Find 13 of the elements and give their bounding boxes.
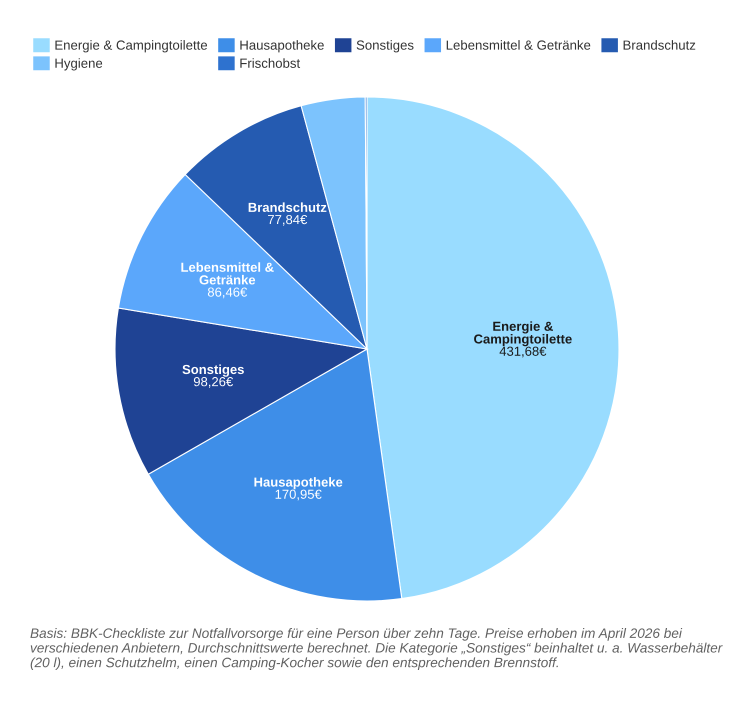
legend-label: Sonstiges	[356, 40, 414, 52]
data-label: Energie & Campingtoilette 431,68€	[474, 321, 572, 358]
data-label: Brandschutz 77,84€	[248, 202, 326, 226]
data-label: Hausapotheke 170,95€	[254, 477, 342, 500]
legend-label: Brandschutz	[624, 40, 696, 50]
legend-label: Energie & Campingtoilette	[55, 40, 208, 52]
text: Basis: BBK-Checkliste zur Notfallvorsorge für eine Person über zehn Tage. Preise erhoben im April 2026 bei verschiedenen Anbietern, Durchschnittswerte berechnet. Die Kategorie „Sonstiges“ beinhaltet u. a. Wasserbehälter (20 l), einen Schutzhelm, einen Camping-Kocher sowie den entsprechenden Brennstoff.	[30, 628, 723, 670]
legend-label: Hygiene	[55, 58, 102, 70]
legend-label: Frischobst	[240, 58, 300, 68]
legend-label: Hausapotheke	[240, 40, 324, 52]
legend-label: Lebensmittel & Getränke	[446, 40, 590, 50]
data-label: Lebensmittel & Getränke 86,46€	[181, 262, 274, 298]
data-label: Sonstiges 98,26€	[182, 364, 244, 388]
